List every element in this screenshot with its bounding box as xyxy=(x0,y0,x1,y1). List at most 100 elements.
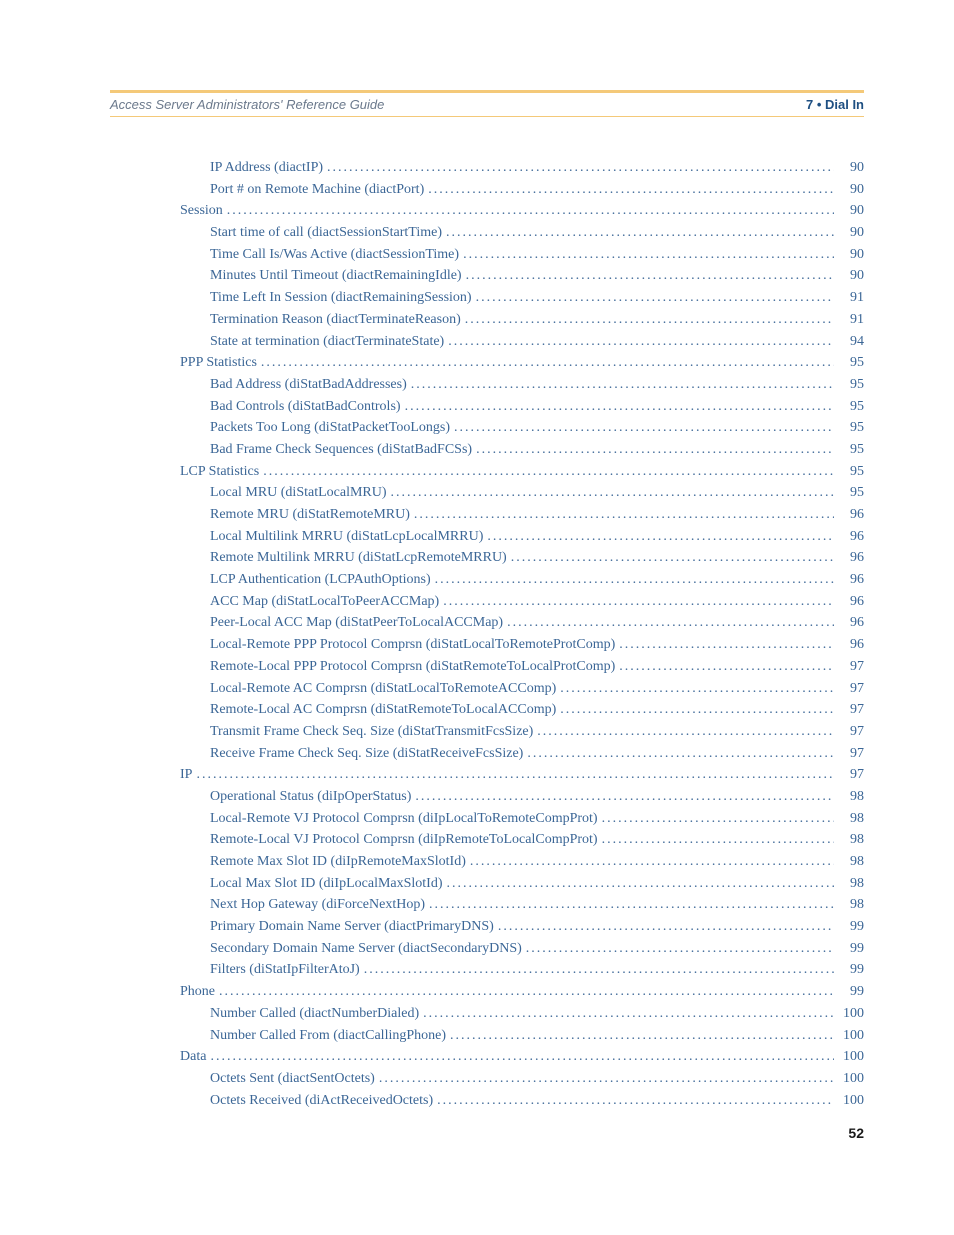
toc-entry-label: Data xyxy=(180,1046,210,1068)
toc-leader-dots xyxy=(364,959,834,981)
toc-entry-page: 96 xyxy=(834,569,864,591)
toc-entry[interactable]: State at termination (diactTerminateStat… xyxy=(110,331,864,353)
toc-entry[interactable]: Number Called From (diactCallingPhone) 1… xyxy=(110,1025,864,1047)
toc-entry[interactable]: LCP Authentication (LCPAuthOptions) 96 xyxy=(110,569,864,591)
toc-entry[interactable]: Bad Controls (diStatBadControls) 95 xyxy=(110,396,864,418)
toc-leader-dots xyxy=(537,721,834,743)
toc-entry-label: Remote-Local AC Comprsn (diStatRemoteToL… xyxy=(210,699,560,721)
toc-entry-page: 90 xyxy=(834,244,864,266)
toc-entry-page: 96 xyxy=(834,634,864,656)
toc-entry[interactable]: Packets Too Long (diStatPacketTooLongs) … xyxy=(110,417,864,439)
toc-entry-page: 97 xyxy=(834,678,864,700)
toc-entry-label: LCP Statistics xyxy=(180,461,263,483)
toc-entry[interactable]: Peer-Local ACC Map (diStatPeerToLocalACC… xyxy=(110,612,864,634)
toc-entry-label: Receive Frame Check Seq. Size (diStatRec… xyxy=(210,743,527,765)
toc-entry-page: 90 xyxy=(834,157,864,179)
toc-leader-dots xyxy=(227,200,834,222)
toc-leader-dots xyxy=(465,309,834,331)
toc-entry[interactable]: PPP Statistics 95 xyxy=(110,352,864,374)
toc-entry-label: Remote-Local VJ Protocol Comprsn (diIpRe… xyxy=(210,829,602,851)
toc-entry[interactable]: Local-Remote PPP Protocol Comprsn (diSta… xyxy=(110,634,864,656)
toc-entry-page: 96 xyxy=(834,547,864,569)
toc-entry-page: 96 xyxy=(834,504,864,526)
toc-entry-label: ACC Map (diStatLocalToPeerACCMap) xyxy=(210,591,443,613)
toc-entry[interactable]: ACC Map (diStatLocalToPeerACCMap) 96 xyxy=(110,591,864,613)
toc-entry-label: Bad Frame Check Sequences (diStatBadFCSs… xyxy=(210,439,476,461)
toc-entry-label: Termination Reason (diactTerminateReason… xyxy=(210,309,465,331)
header-left-text: Access Server Administrators' Reference … xyxy=(110,97,384,112)
table-of-contents: IP Address (diactIP) 90Port # on Remote … xyxy=(110,157,864,1111)
toc-entry[interactable]: Termination Reason (diactTerminateReason… xyxy=(110,309,864,331)
toc-entry-page: 100 xyxy=(834,1068,864,1090)
toc-entry[interactable]: Remote-Local VJ Protocol Comprsn (diIpRe… xyxy=(110,829,864,851)
toc-entry[interactable]: Bad Frame Check Sequences (diStatBadFCSs… xyxy=(110,439,864,461)
toc-entry[interactable]: Octets Sent (diactSentOctets) 100 xyxy=(110,1068,864,1090)
toc-entry[interactable]: Remote MRU (diStatRemoteMRU) 96 xyxy=(110,504,864,526)
toc-entry-label: IP Address (diactIP) xyxy=(210,157,327,179)
toc-leader-dots xyxy=(507,612,834,634)
toc-entry[interactable]: Session 90 xyxy=(110,200,864,222)
toc-leader-dots xyxy=(405,396,834,418)
toc-entry-page: 95 xyxy=(834,417,864,439)
toc-entry-label: Next Hop Gateway (diForceNextHop) xyxy=(210,894,429,916)
toc-entry[interactable]: Start time of call (diactSessionStartTim… xyxy=(110,222,864,244)
toc-leader-dots xyxy=(476,287,834,309)
toc-entry[interactable]: Phone 99 xyxy=(110,981,864,1003)
toc-entry-page: 100 xyxy=(834,1025,864,1047)
toc-entry[interactable]: Remote Max Slot ID (diIpRemoteMaxSlotId)… xyxy=(110,851,864,873)
toc-entry[interactable]: Operational Status (diIpOperStatus) 98 xyxy=(110,786,864,808)
toc-entry-page: 90 xyxy=(834,222,864,244)
toc-entry[interactable]: Remote-Local PPP Protocol Comprsn (diSta… xyxy=(110,656,864,678)
toc-entry[interactable]: IP 97 xyxy=(110,764,864,786)
toc-entry[interactable]: Primary Domain Name Server (diactPrimary… xyxy=(110,916,864,938)
toc-entry[interactable]: Octets Received (diActReceivedOctets) 10… xyxy=(110,1090,864,1112)
toc-entry-page: 99 xyxy=(834,981,864,1003)
toc-entry-label: Primary Domain Name Server (diactPrimary… xyxy=(210,916,498,938)
toc-entry[interactable]: Local Max Slot ID (diIpLocalMaxSlotId) 9… xyxy=(110,873,864,895)
toc-entry-page: 98 xyxy=(834,808,864,830)
toc-entry-page: 97 xyxy=(834,699,864,721)
toc-entry[interactable]: Local-Remote AC Comprsn (diStatLocalToRe… xyxy=(110,678,864,700)
toc-entry[interactable]: Transmit Frame Check Seq. Size (diStatTr… xyxy=(110,721,864,743)
toc-entry-page: 97 xyxy=(834,721,864,743)
toc-entry-label: Phone xyxy=(180,981,219,1003)
toc-entry-label: Remote Multilink MRRU (diStatLcpRemoteMR… xyxy=(210,547,511,569)
toc-entry[interactable]: IP Address (diactIP) 90 xyxy=(110,157,864,179)
toc-entry[interactable]: Time Call Is/Was Active (diactSessionTim… xyxy=(110,244,864,266)
toc-entry[interactable]: Secondary Domain Name Server (diactSecon… xyxy=(110,938,864,960)
toc-entry[interactable]: Local Multilink MRRU (diStatLcpLocalMRRU… xyxy=(110,526,864,548)
toc-entry-page: 95 xyxy=(834,461,864,483)
toc-leader-dots xyxy=(527,743,834,765)
toc-leader-dots xyxy=(466,265,834,287)
toc-entry-label: Filters (diStatIpFilterAtoJ) xyxy=(210,959,364,981)
toc-entry-page: 95 xyxy=(834,352,864,374)
toc-entry[interactable]: Bad Address (diStatBadAddresses) 95 xyxy=(110,374,864,396)
toc-entry[interactable]: Number Called (diactNumberDialed) 100 xyxy=(110,1003,864,1025)
toc-entry[interactable]: Filters (diStatIpFilterAtoJ) 99 xyxy=(110,959,864,981)
toc-leader-dots xyxy=(560,678,834,700)
toc-entry[interactable]: Remote-Local AC Comprsn (diStatRemoteToL… xyxy=(110,699,864,721)
toc-leader-dots xyxy=(454,417,834,439)
toc-entry-page: 90 xyxy=(834,200,864,222)
toc-leader-dots xyxy=(511,547,834,569)
toc-entry-page: 100 xyxy=(834,1046,864,1068)
toc-entry-label: Local Max Slot ID (diIpLocalMaxSlotId) xyxy=(210,873,447,895)
toc-leader-dots xyxy=(602,808,834,830)
toc-leader-dots xyxy=(443,591,834,613)
toc-entry[interactable]: Receive Frame Check Seq. Size (diStatRec… xyxy=(110,743,864,765)
toc-entry[interactable]: Local-Remote VJ Protocol Comprsn (diIpLo… xyxy=(110,808,864,830)
toc-entry[interactable]: Next Hop Gateway (diForceNextHop) 98 xyxy=(110,894,864,916)
toc-leader-dots xyxy=(602,829,834,851)
toc-entry-page: 100 xyxy=(834,1090,864,1112)
toc-entry[interactable]: Data 100 xyxy=(110,1046,864,1068)
header-right-text: 7 • Dial In xyxy=(806,97,864,112)
toc-entry-page: 100 xyxy=(834,1003,864,1025)
toc-entry[interactable]: Time Left In Session (diactRemainingSess… xyxy=(110,287,864,309)
toc-entry[interactable]: LCP Statistics 95 xyxy=(110,461,864,483)
toc-entry[interactable]: Port # on Remote Machine (diactPort) 90 xyxy=(110,179,864,201)
toc-entry[interactable]: Minutes Until Timeout (diactRemainingIdl… xyxy=(110,265,864,287)
toc-entry[interactable]: Remote Multilink MRRU (diStatLcpRemoteMR… xyxy=(110,547,864,569)
toc-entry[interactable]: Local MRU (diStatLocalMRU) 95 xyxy=(110,482,864,504)
toc-entry-page: 95 xyxy=(834,439,864,461)
toc-leader-dots xyxy=(560,699,834,721)
